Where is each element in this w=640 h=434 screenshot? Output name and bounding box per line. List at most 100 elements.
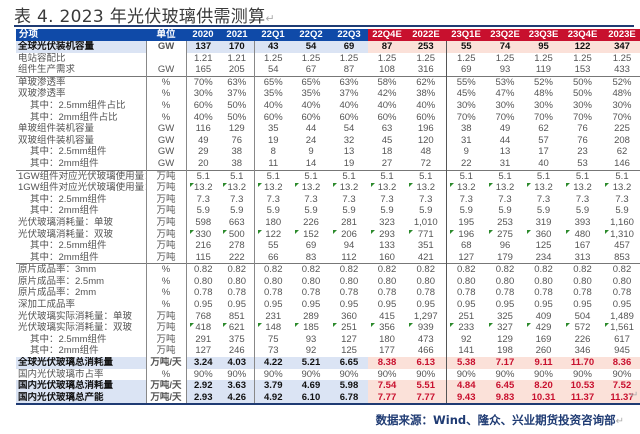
table-cell: 1,160 [610,216,634,228]
data-source-note: 数据来源：Wind、隆众、兴业期货投资咨询部↵ [376,412,624,428]
table-cell: 125 [535,240,552,252]
table-cell: 170 [220,41,254,53]
table-cell: 75 [253,333,292,346]
table-cell: 4.69 [292,380,330,392]
table-cell: 54 [343,123,355,135]
table-cell: 8.38 [368,357,406,369]
table-cell: 0.78 [416,287,436,299]
table-cell: 7.54 [368,380,406,392]
row-unit: 万吨/天 [145,391,186,406]
table-cell: 0.78 [534,287,553,299]
row-label: 其中：2.5mm组件占比 [30,99,126,111]
table-cell: 853 [614,251,630,263]
column-header: 22Q3 [330,29,368,41]
row-label: 原片成品率：2.5mm [18,275,105,287]
table-cell: 185 [292,322,330,334]
table-cell: 120 [417,134,434,146]
table-cell: 5.1 [406,169,446,183]
table-cell: 73 [253,345,292,358]
table-cell: 393 [574,216,591,228]
table-cell: 76 [231,134,243,146]
table-cell: 7.3 [380,193,394,205]
table-cell: 47% [495,88,515,100]
table-cell: 90% [377,368,397,380]
table-cell: 0.95 [445,299,486,311]
table-cell: 1,310 [602,229,640,241]
table-cell: 30% [185,88,220,100]
table-cell: 0.78 [573,287,592,299]
table-cell: 415 [379,310,395,322]
table-cell: 4.03 [220,357,254,369]
table-cell: 1.25 [573,52,592,64]
column-header: 22Q1 [254,29,292,41]
table-cell: 45 [381,134,393,146]
row-unit: GW [145,41,186,53]
table-cell: 8.36 [602,357,640,369]
table-cell: 251 [445,310,486,323]
table-cell: 62% [406,75,446,89]
table-cell: 621 [220,322,254,334]
table-row: 双玻渗透率% 30% 37% 35% 35% 37% 42% 38% 45% 47% 48% 50% 4… [16,88,640,100]
table-cell: 330 [185,228,220,241]
table-cell: 0.80 [253,275,292,288]
table-row: 原片成品率：2mm% 0.78 0.78 0.78 0.78 0.78 0.78 0.78 0.… [16,287,640,300]
table-cell: 13.2 [292,182,330,194]
table-cell: 5.1 [445,169,486,183]
table-cell: 52% [602,75,640,89]
table-cell: 18 [381,146,393,158]
table-cell: 5.9 [304,205,318,217]
table-cell: 90% [301,368,321,380]
table-cell: 37% [339,88,359,100]
table-cell: 13.2 [406,182,446,194]
row-label: 1GW组件对应光伏玻璃使用量：单玻 [16,169,146,183]
table-cell: 68 [445,240,486,252]
table-row: 原片成品率：2.5mm% 0.80 0.80 0.80 0.80 0.80 0.80 0.80… [16,275,640,288]
table-cell: 5.9 [575,205,590,217]
table-cell: 92 [305,345,317,357]
table-cell: 6.13 [406,357,446,369]
table-cell: 13.2 [486,182,524,194]
table-cell: 1,561 [602,322,640,334]
row-unit: % [145,299,186,311]
table-cell: 5.98 [330,380,368,392]
table-cell: 90% [416,368,436,380]
table-cell: 69 [305,240,317,252]
table-cell: 37% [227,88,247,100]
table-cell: 7.3 [615,193,629,205]
column-header: 22Q4E [368,29,406,41]
column-header: 单位 [146,29,186,41]
row-label: 双玻渗透率 [18,88,66,100]
table-cell: 93 [305,333,317,345]
table-cell: 0.78 [227,287,247,299]
row-label: 国内光伏玻璃总消耗量 [16,380,146,392]
table-cell: 65% [253,75,292,89]
table-cell: 473 [417,333,434,345]
row-label: 其中：2mm组件 [30,345,99,357]
table-cell: 0.80 [377,275,397,287]
table-cell: 38 [445,123,486,135]
table-cell: 40% [185,111,220,124]
table-cell: 69 [330,41,368,53]
table-cell: 13 [499,146,511,158]
table-cell: 945 [614,345,630,357]
table-cell: 29 [185,146,220,158]
table-cell: 5.1 [486,169,524,183]
table-cell: 35 [253,123,292,135]
table-cell: 0.95 [227,299,247,311]
table-cell: 225 [614,123,630,135]
row-label: 其中：2mm组件 [30,205,99,217]
table-cell: 1.25 [495,52,515,64]
table-cell: 90% [572,368,592,380]
table-cell: 63% [330,75,368,89]
table-cell: 5.1 [330,169,368,183]
table-cell: 0.78 [445,287,486,300]
table-cell: 1.25 [253,52,292,65]
table-cell: 4.92 [253,391,292,406]
table-cell: 939 [406,322,446,334]
row-label: 光伏玻璃消耗量：单玻 [18,216,114,228]
table-cell: 30% [445,99,486,112]
table-cell: 8 [253,146,292,158]
table-cell: 5.9 [498,205,512,217]
row-unit [145,52,186,65]
row-label: 1GW组件对应光伏玻璃使用量：双玻 [18,182,146,194]
